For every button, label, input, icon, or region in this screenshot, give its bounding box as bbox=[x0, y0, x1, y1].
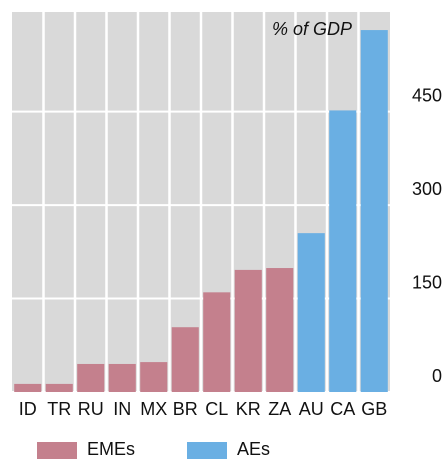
x-tick-label: CL bbox=[205, 399, 228, 419]
bar bbox=[140, 362, 168, 392]
x-tick-label: ZA bbox=[268, 399, 291, 419]
y-tick-label: 0 bbox=[432, 366, 442, 386]
y-tick-label: 450 bbox=[412, 85, 442, 105]
bar bbox=[45, 383, 73, 392]
legend-label: AEs bbox=[237, 439, 270, 459]
y-tick-label: 150 bbox=[412, 272, 442, 292]
y-tick-label: 300 bbox=[412, 179, 442, 199]
x-tick-label: RU bbox=[78, 399, 104, 419]
bar bbox=[77, 363, 105, 392]
bar bbox=[297, 233, 325, 392]
legend-swatch bbox=[37, 442, 77, 459]
bar bbox=[360, 30, 388, 392]
x-tick-label: CA bbox=[330, 399, 355, 419]
x-tick-label: MX bbox=[140, 399, 167, 419]
x-tick-label: KR bbox=[236, 399, 261, 419]
bar bbox=[14, 383, 42, 392]
legend-swatch bbox=[187, 442, 227, 459]
x-tick-label: IN bbox=[113, 399, 131, 419]
x-tick-label: BR bbox=[173, 399, 198, 419]
bar bbox=[234, 269, 262, 392]
x-tick-label: TR bbox=[47, 399, 71, 419]
bar bbox=[203, 292, 231, 392]
bar bbox=[329, 110, 357, 392]
x-tick-label: AU bbox=[299, 399, 324, 419]
bar bbox=[266, 268, 294, 392]
bar bbox=[108, 363, 136, 392]
y-axis-label: % of GDP bbox=[272, 19, 352, 39]
x-tick-label: GB bbox=[361, 399, 387, 419]
bar bbox=[171, 327, 199, 392]
x-tick-label: ID bbox=[19, 399, 37, 419]
legend-label: EMEs bbox=[87, 439, 135, 459]
